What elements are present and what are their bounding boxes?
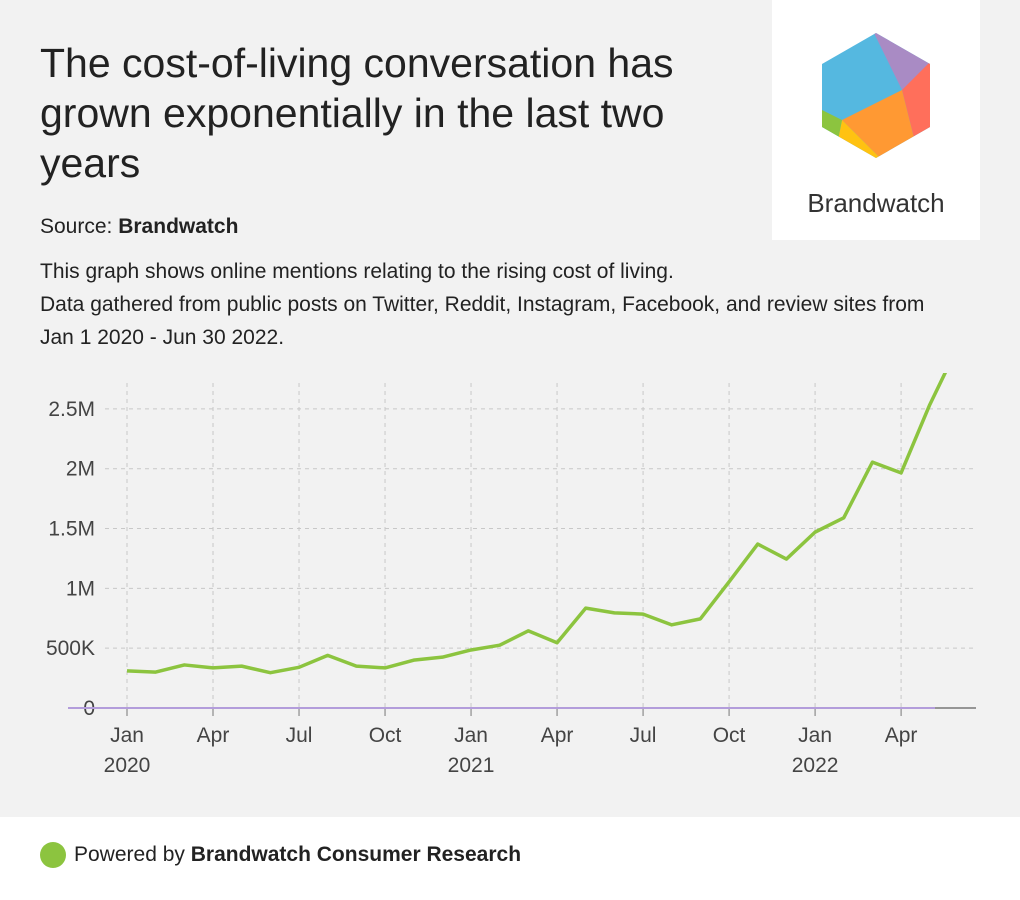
x-tick-label: Jan	[454, 724, 488, 747]
source-name: Brandwatch	[118, 215, 239, 238]
logo-text: Brandwatch	[807, 188, 944, 218]
x-tick-label: Jul	[286, 724, 313, 747]
x-tick-year: 2022	[792, 754, 839, 777]
logo-graphic: Brandwatch	[807, 33, 945, 218]
x-tick-year: 2021	[448, 754, 495, 777]
description-line: Data gathered from public posts on Twitt…	[40, 293, 925, 349]
description: This graph shows online mentions relatin…	[40, 255, 950, 354]
y-tick-label: 500K	[46, 637, 95, 660]
line-series	[126, 373, 948, 675]
footer-name: Brandwatch Consumer Research	[190, 843, 522, 866]
source: Source: Brandwatch	[40, 215, 238, 239]
x-tick-label: Jul	[630, 724, 657, 747]
x-tick-label: Apr	[885, 724, 918, 747]
description-line: This graph shows online mentions relatin…	[40, 260, 674, 283]
chart: 0500K1M1.5M2M2.5MJan2020AprJulOctJan2021…	[46, 373, 976, 777]
title: The cost-of-living conversation has grow…	[40, 40, 674, 186]
x-tick-label: Jan	[110, 724, 144, 747]
footer-prefix: Powered by	[74, 843, 185, 866]
source-label: Source:	[40, 215, 113, 238]
footer-dot	[40, 842, 66, 868]
x-tick-label: Oct	[713, 724, 746, 747]
y-tick-label: 2M	[66, 458, 95, 481]
x-tick-year: 2020	[104, 754, 151, 777]
x-tick-label: Apr	[197, 724, 230, 747]
content-area: The cost-of-living conversation has grow…	[0, 0, 1020, 817]
x-tick-label: Jan	[798, 724, 832, 747]
footer: Powered by Brandwatch Consumer Research	[40, 842, 521, 868]
x-tick-label: Oct	[369, 724, 402, 747]
logo: Brandwatch	[772, 0, 980, 240]
y-tick-label: 2.5M	[48, 398, 95, 421]
y-tick-label: 1M	[66, 577, 95, 600]
x-tick-label: Apr	[541, 724, 574, 747]
y-tick-label: 1.5M	[48, 518, 95, 541]
